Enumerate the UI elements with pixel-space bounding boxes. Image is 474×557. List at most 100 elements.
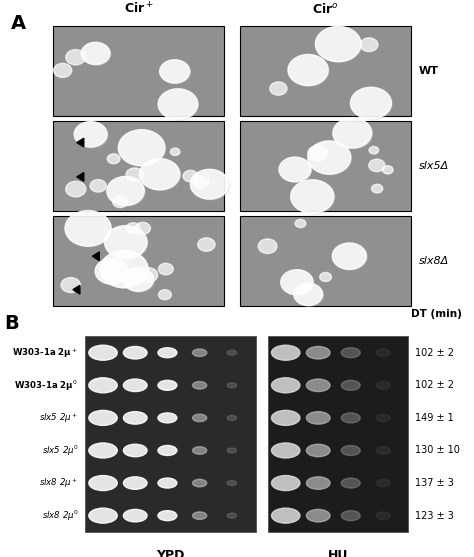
Circle shape bbox=[109, 178, 146, 206]
Circle shape bbox=[227, 383, 237, 388]
Circle shape bbox=[308, 141, 351, 174]
Circle shape bbox=[90, 179, 106, 192]
Circle shape bbox=[290, 56, 329, 86]
Circle shape bbox=[67, 212, 112, 247]
Text: Cir$^+$: Cir$^+$ bbox=[124, 1, 154, 16]
Circle shape bbox=[376, 349, 391, 356]
Polygon shape bbox=[77, 138, 84, 147]
Text: slx8 2μ$^+$: slx8 2μ$^+$ bbox=[39, 476, 78, 490]
Circle shape bbox=[334, 245, 367, 270]
Circle shape bbox=[281, 270, 313, 295]
Circle shape bbox=[113, 196, 128, 208]
Circle shape bbox=[139, 159, 180, 190]
Circle shape bbox=[272, 345, 300, 360]
Circle shape bbox=[315, 26, 361, 62]
Circle shape bbox=[193, 176, 209, 188]
Text: 137 ± 3: 137 ± 3 bbox=[415, 478, 454, 488]
Circle shape bbox=[158, 446, 177, 456]
Circle shape bbox=[89, 443, 117, 458]
Circle shape bbox=[350, 87, 392, 119]
Circle shape bbox=[192, 414, 207, 422]
Circle shape bbox=[76, 123, 108, 148]
Circle shape bbox=[227, 481, 237, 486]
Circle shape bbox=[160, 90, 199, 120]
Circle shape bbox=[139, 267, 158, 282]
Text: 149 ± 1: 149 ± 1 bbox=[415, 413, 454, 423]
Circle shape bbox=[162, 61, 191, 84]
Circle shape bbox=[123, 412, 147, 424]
Text: 102 ± 2: 102 ± 2 bbox=[415, 380, 454, 390]
Circle shape bbox=[198, 238, 215, 251]
Circle shape bbox=[126, 223, 140, 233]
Circle shape bbox=[318, 28, 362, 62]
Circle shape bbox=[283, 271, 314, 296]
Circle shape bbox=[383, 166, 393, 174]
Circle shape bbox=[100, 251, 148, 288]
FancyBboxPatch shape bbox=[54, 216, 225, 306]
Circle shape bbox=[372, 184, 383, 193]
Circle shape bbox=[335, 120, 373, 149]
Circle shape bbox=[227, 350, 237, 355]
Circle shape bbox=[142, 160, 181, 190]
FancyBboxPatch shape bbox=[240, 216, 411, 306]
Circle shape bbox=[123, 379, 147, 392]
Circle shape bbox=[227, 513, 237, 518]
Circle shape bbox=[123, 267, 154, 291]
Text: slx8 2μ$^0$: slx8 2μ$^0$ bbox=[42, 509, 78, 523]
Circle shape bbox=[54, 63, 72, 77]
Circle shape bbox=[306, 477, 330, 489]
Circle shape bbox=[192, 479, 207, 487]
Circle shape bbox=[123, 346, 147, 359]
Circle shape bbox=[135, 222, 150, 234]
Circle shape bbox=[306, 444, 330, 457]
Circle shape bbox=[107, 227, 148, 260]
Circle shape bbox=[192, 512, 207, 519]
Circle shape bbox=[123, 510, 147, 522]
Circle shape bbox=[65, 211, 111, 246]
Text: W303-1a 2μ$^0$: W303-1a 2μ$^0$ bbox=[15, 378, 78, 393]
Circle shape bbox=[376, 512, 391, 519]
Circle shape bbox=[192, 447, 207, 455]
Circle shape bbox=[369, 146, 379, 154]
FancyBboxPatch shape bbox=[240, 121, 411, 211]
Text: slx5 2μ$^+$: slx5 2μ$^+$ bbox=[39, 411, 78, 425]
Circle shape bbox=[306, 346, 330, 359]
Circle shape bbox=[272, 508, 300, 523]
Circle shape bbox=[272, 411, 300, 426]
Circle shape bbox=[102, 252, 149, 289]
Circle shape bbox=[158, 290, 171, 300]
Circle shape bbox=[272, 378, 300, 393]
FancyBboxPatch shape bbox=[54, 26, 225, 116]
Circle shape bbox=[158, 511, 177, 521]
Circle shape bbox=[123, 444, 147, 457]
Circle shape bbox=[158, 348, 177, 358]
Circle shape bbox=[341, 413, 360, 423]
Circle shape bbox=[89, 411, 117, 426]
Circle shape bbox=[310, 143, 352, 175]
Circle shape bbox=[192, 382, 207, 389]
Circle shape bbox=[341, 478, 360, 488]
Text: slx8Δ: slx8Δ bbox=[419, 256, 449, 266]
Circle shape bbox=[158, 380, 177, 390]
Circle shape bbox=[61, 277, 81, 292]
Circle shape bbox=[288, 55, 328, 86]
Circle shape bbox=[332, 243, 366, 270]
Text: 123 ± 3: 123 ± 3 bbox=[415, 511, 454, 521]
Circle shape bbox=[107, 177, 145, 206]
Text: W303-1a 2μ$^+$: W303-1a 2μ$^+$ bbox=[12, 346, 78, 360]
Circle shape bbox=[125, 269, 155, 292]
Circle shape bbox=[107, 154, 120, 164]
Circle shape bbox=[120, 131, 166, 167]
Circle shape bbox=[160, 60, 190, 83]
Circle shape bbox=[126, 168, 144, 182]
Circle shape bbox=[341, 511, 360, 521]
Circle shape bbox=[192, 171, 230, 200]
Circle shape bbox=[227, 416, 237, 421]
Circle shape bbox=[341, 380, 360, 390]
Circle shape bbox=[191, 169, 229, 199]
Text: Cir$^o$: Cir$^o$ bbox=[312, 2, 339, 16]
Circle shape bbox=[270, 82, 287, 95]
Circle shape bbox=[295, 219, 306, 228]
Circle shape bbox=[308, 145, 328, 161]
Circle shape bbox=[291, 180, 334, 213]
